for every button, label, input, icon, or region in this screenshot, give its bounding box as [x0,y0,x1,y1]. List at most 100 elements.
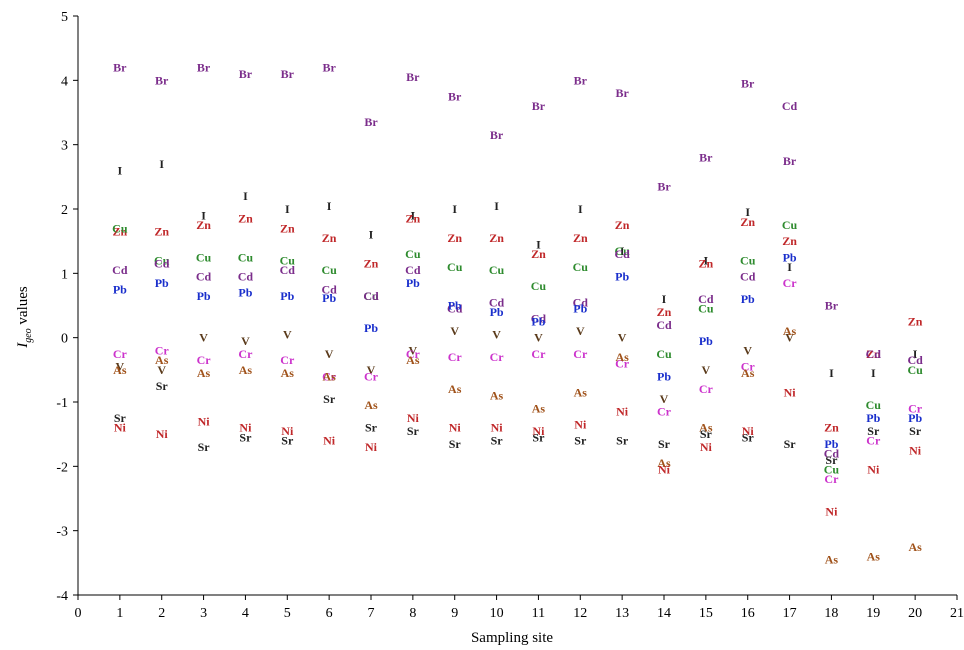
point-pb: Pb [322,291,336,305]
point-br: Br [699,151,713,165]
x-tick-label: 5 [284,606,291,621]
point-sr: Sr [281,434,294,448]
point-zn: Zn [154,225,169,239]
point-ni: Ni [114,421,127,435]
point-v: V [367,363,376,377]
point-i: I [662,292,667,306]
point-br: Br [615,86,629,100]
point-as: As [657,456,671,470]
x-axis-title: Sampling site [471,630,553,646]
point-i: I [704,253,709,267]
point-pb: Pb [824,437,838,451]
point-cd: Cd [907,353,923,367]
point-pb: Pb [783,250,797,264]
point-i: I [829,366,834,380]
point-cu: Cu [656,347,672,361]
point-cd: Cd [573,295,589,309]
point-cu: Cu [866,398,882,412]
point-cu: Cu [740,253,756,267]
point-br: Br [197,60,211,74]
x-tick-label: 16 [741,606,755,621]
point-sr: Sr [532,430,545,444]
point-br: Br [825,299,839,313]
point-v: V [241,334,250,348]
point-as: As [155,353,169,367]
point-br: Br [406,70,420,84]
point-sr: Sr [449,437,462,451]
y-axis-title: Igeo values [15,286,34,349]
point-i: I [118,163,123,177]
point-cd: Cd [698,292,714,306]
point-br: Br [490,128,504,142]
point-zn: Zn [573,231,588,245]
point-cu: Cu [405,247,421,261]
point-cd: Cd [614,247,630,261]
y-tick-label: -2 [56,460,68,475]
point-sr: Sr [407,424,420,438]
point-v: V [409,344,418,358]
x-tick-label: 21 [950,606,964,621]
point-cu: Cu [907,363,923,377]
point-cu: Cu [447,260,463,274]
x-tick-label: 6 [326,606,333,621]
point-cu: Cu [112,221,128,235]
point-br: Br [448,89,462,103]
point-ni: Ni [742,424,755,438]
x-ticks: 0 1 2 3 4 5 6 7 8 9 10 11 12 13 14 15 16 17 18 19 20 21 [75,595,964,621]
point-cr: Cr [573,347,588,361]
point-i: I [452,202,457,216]
x-tick-label: 14 [657,606,671,621]
y-tick-label: -1 [56,396,68,411]
point-cd: Cd [321,282,337,296]
point-ni: Ni [825,504,838,518]
point-br: Br [322,60,336,74]
point-cd: Cd [405,263,421,277]
series-cr: Cr Cr Cr Cr Cr Cr Cr Cr Cr Cr Cr Cr Cr Cr Cr Cr Cr Cr Cr Cr [113,276,923,486]
series-as: As As As As As As As As As As As As As As As As As As As As [113,324,922,566]
x-tick-label: 15 [699,606,713,621]
point-ni: Ni [239,421,252,435]
point-v: V [450,324,459,338]
point-cr: Cr [824,472,839,486]
point-sr: Sr [198,440,211,454]
point-cr: Cr [197,353,212,367]
x-tick-label: 10 [490,606,504,621]
point-cu: Cu [154,253,170,267]
point-cu: Cu [698,302,714,316]
point-cd: Cd [824,446,840,460]
point-ni: Ni [658,463,671,477]
y-axis-title-sub: geo [23,328,34,342]
point-v: V [534,331,543,345]
point-sr: Sr [700,427,713,441]
point-i: I [787,260,792,274]
series-v: V V V V V V V V V V V V V V V V V [116,324,795,406]
point-br: Br [239,67,253,81]
point-zn: Zn [782,234,797,248]
point-v: V [157,363,166,377]
point-pb: Pb [866,411,880,425]
point-cr: Cr [364,369,379,383]
point-sr: Sr [867,424,880,438]
y-tick-label: 4 [61,74,68,89]
point-i: I [369,228,374,242]
point-pb: Pb [908,411,922,425]
point-ni: Ni [909,443,922,457]
point-cd: Cd [363,289,379,303]
point-br: Br [532,99,546,113]
point-cd: Cd [866,347,882,361]
point-as: As [532,401,546,415]
point-as: As [783,324,797,338]
point-cd: Cd [782,99,798,113]
y-tick-label: -3 [56,525,68,540]
point-as: As [699,421,713,435]
point-pb: Pb [406,276,420,290]
point-as: As [741,366,755,380]
point-as: As [239,363,253,377]
point-br: Br [364,115,378,129]
point-cr: Cr [238,347,253,361]
point-br: Br [113,60,127,74]
y-tick-label: 0 [61,332,68,347]
series-i: I I I I I I I I I I I I I I I I I I I I [118,157,918,380]
